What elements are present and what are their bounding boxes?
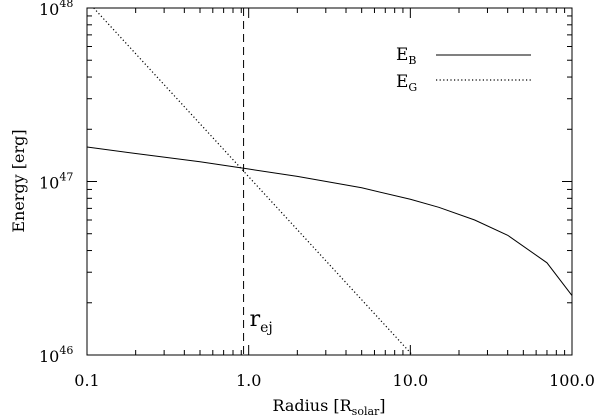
legend-label-eg: EG	[396, 72, 417, 94]
y-axis-ticks: 1046 1047 1048	[39, 0, 572, 366]
y-tick-label: 1046	[39, 344, 73, 366]
y-axis-label: Energy [erg]	[9, 129, 28, 232]
x-axis-label: Radius [Rsolar]	[272, 396, 385, 417]
plot-frame	[86, 7, 573, 356]
x-axis-ticks: 0.1 1.0 10.0 100.0	[74, 8, 595, 390]
x-tick-label: 100.0	[549, 371, 595, 390]
series-layer	[86, 7, 573, 356]
legend-label-eb: EB	[396, 45, 417, 67]
series-line-eg	[93, 7, 413, 356]
y-tick-label: 1047	[39, 171, 73, 193]
x-tick-label: 1.0	[236, 371, 261, 390]
x-tick-label: 0.1	[74, 371, 99, 390]
y-tick-label: 1048	[39, 0, 73, 19]
r-ej-label: rej	[250, 307, 273, 336]
x-tick-label: 10.0	[393, 371, 429, 390]
legend: EB EG	[396, 45, 531, 94]
series-line-eb	[86, 146, 573, 296]
